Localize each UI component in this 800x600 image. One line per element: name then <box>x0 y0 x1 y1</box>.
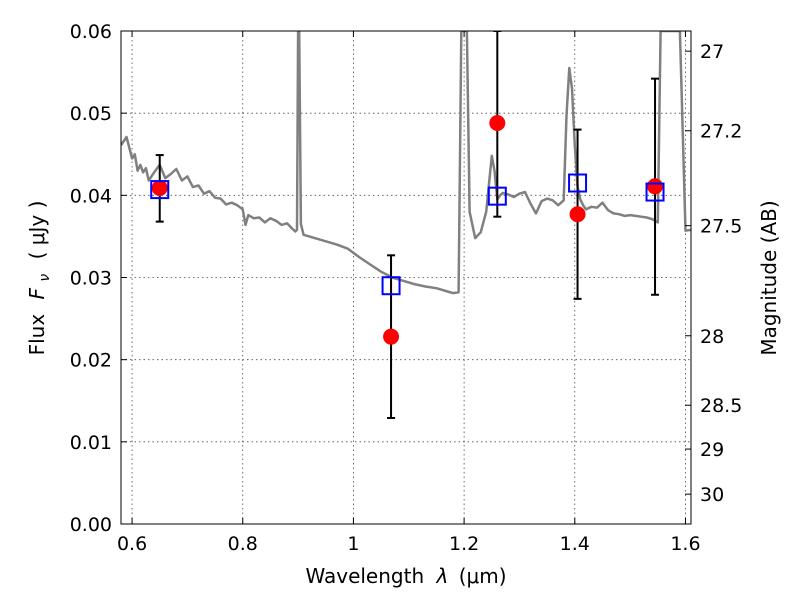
y-axis-title: Flux F ν ( μJy ) <box>25 201 54 356</box>
x-axis-title-text: Wavelength <box>305 564 424 588</box>
y-tick-label: 0.00 <box>70 514 112 536</box>
y2-tick-label: 27 <box>700 41 724 63</box>
plot-area <box>121 31 691 420</box>
y-tick-label: 0.05 <box>70 103 112 125</box>
y-axis-title-subscript: ν <box>37 274 53 282</box>
x-tick-label: 0.8 <box>228 533 258 555</box>
x-axis-title-symbol: λ <box>436 564 449 588</box>
grid <box>121 30 691 525</box>
model-point <box>645 182 665 202</box>
y-axis-title-text: Flux <box>25 314 49 356</box>
y2-axis-title: Magnitude (AB) <box>757 200 781 355</box>
observed-point <box>569 206 586 223</box>
y2-tick-label: 27.5 <box>700 216 742 238</box>
y2-tick-label: 30 <box>700 484 724 506</box>
y2-tick-label: 27.2 <box>700 121 742 143</box>
x-tick-label: 1.2 <box>449 533 479 555</box>
y-tick-label: 0.03 <box>70 268 112 290</box>
ticks <box>121 30 691 525</box>
x-tick-label: 1 <box>347 533 359 555</box>
x-axis-title: Wavelength λ (μm) <box>305 564 506 588</box>
x-tick-label: 1.6 <box>670 533 700 555</box>
y2-tick-labels: 27 27.2 27.5 28 28.5 29 30 <box>700 41 742 506</box>
y-tick-label: 0.01 <box>70 432 112 454</box>
model-point <box>568 173 588 193</box>
y2-tick-label: 29 <box>700 439 724 461</box>
model-point <box>381 276 401 296</box>
y-tick-label: 0.06 <box>70 21 112 43</box>
observed-point <box>151 179 168 196</box>
model-point <box>487 186 507 206</box>
y-axis-title-symbol: F <box>25 287 49 299</box>
x-axis-title-unit: (μm) <box>459 564 507 588</box>
observed-point <box>489 115 506 132</box>
x-tick-label: 1.4 <box>560 533 590 555</box>
y-tick-label: 0.04 <box>70 185 112 207</box>
y2-tick-label: 28.5 <box>700 395 742 417</box>
observed-point <box>647 178 664 195</box>
model-point <box>150 180 170 200</box>
model-spectrum-line <box>121 31 691 295</box>
observed-point <box>383 328 400 345</box>
y-tick-label: 0.02 <box>70 350 112 372</box>
y2-tick-label: 28 <box>700 326 724 348</box>
y-axis-title-unit: ( μJy ) <box>25 201 49 260</box>
x-tick-label: 0.6 <box>117 533 147 555</box>
x-tick-labels: 0.6 0.8 1 1.2 1.4 1.6 <box>117 533 701 555</box>
y-tick-labels: 0.00 0.01 0.02 0.03 0.04 0.05 0.06 <box>70 21 112 536</box>
